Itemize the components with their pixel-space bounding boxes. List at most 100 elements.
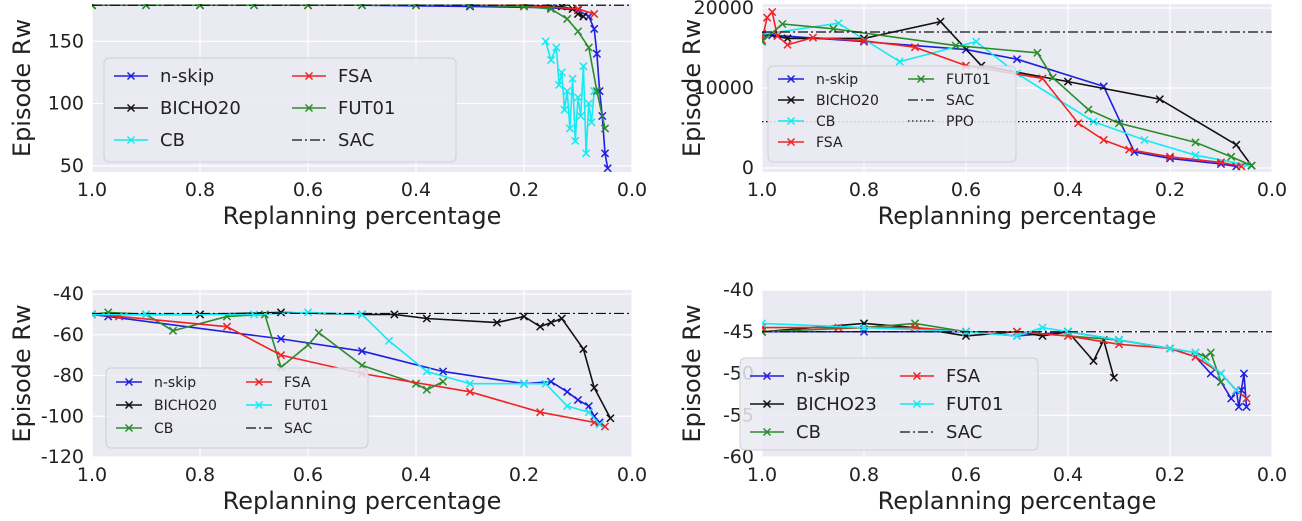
x-tick-label: 0.4: [401, 464, 431, 486]
data-point-marker: [222, 322, 232, 331]
data-point-marker: [590, 9, 599, 19]
legend-box: [739, 357, 1039, 451]
data-point-marker: [762, 319, 767, 328]
data-point-marker: [438, 367, 448, 376]
legend-label: CB: [160, 130, 185, 151]
data-point-marker: [859, 36, 869, 45]
data-point-marker: [579, 12, 588, 21]
data-point-marker: [92, 4, 97, 10]
data-point-marker: [584, 99, 593, 108]
legend-label: BICHO20: [816, 93, 879, 109]
data-point-marker: [1191, 138, 1200, 147]
series-group: [92, 4, 632, 172]
data-point-marker: [573, 27, 583, 36]
data-point-marker: [762, 35, 767, 45]
legend-label: FUT01: [946, 394, 1003, 415]
legend-marker: [786, 137, 796, 147]
data-point-marker: [422, 385, 431, 394]
series-line-fsa: [762, 10, 1242, 168]
data-point-marker: [1099, 135, 1108, 145]
data-point-marker: [1084, 105, 1093, 114]
data-point-marker: [1125, 145, 1134, 154]
x-tick-label: 0.8: [185, 464, 215, 486]
data-point-marker: [1242, 402, 1251, 412]
legend-marker: [126, 71, 136, 81]
data-point-marker: [576, 111, 585, 121]
legend-label: SAC: [946, 422, 982, 443]
data-point-marker: [936, 17, 945, 26]
x-tick-label: 1.0: [77, 179, 107, 201]
y-tick-label: -45: [723, 321, 754, 343]
series-group: [762, 319, 1272, 412]
legend-marker: [126, 135, 136, 145]
legend-marker: [786, 74, 796, 84]
data-point-marker: [563, 14, 572, 24]
x-tick-label: 0.0: [1257, 464, 1287, 486]
legend-label: BICHO23: [796, 394, 877, 415]
legend-label: n-skip: [816, 72, 858, 88]
legend-label: PPO: [946, 114, 974, 130]
data-point-marker: [1155, 95, 1164, 104]
data-point-marker: [303, 340, 313, 350]
data-point-marker: [859, 323, 869, 332]
data-point-marker: [465, 387, 475, 396]
x-axis-label: Replanning percentage: [878, 202, 1157, 230]
data-point-marker: [1234, 402, 1243, 412]
data-point-marker: [168, 326, 178, 335]
legend-label: FSA: [946, 366, 981, 387]
legend-label: SAC: [946, 93, 974, 109]
data-point-marker: [573, 93, 583, 102]
data-point-marker: [895, 57, 904, 66]
data-point-marker: [1216, 377, 1226, 386]
data-point-marker: [768, 7, 777, 17]
data-point-marker: [1242, 394, 1251, 403]
legend-marker: [762, 399, 772, 409]
data-point-marker: [1063, 77, 1073, 86]
data-point-marker: [519, 4, 529, 11]
legend-marker: [254, 400, 264, 410]
data-point-marker: [141, 310, 151, 319]
data-point-marker: [536, 408, 545, 417]
x-tick-label: 0.2: [1155, 179, 1185, 201]
data-point-marker: [1232, 386, 1241, 395]
data-point-marker: [600, 422, 610, 431]
legend-label: FUT01: [284, 398, 329, 414]
data-point-marker: [557, 4, 566, 11]
data-point-marker: [422, 367, 431, 376]
data-point-marker: [465, 4, 475, 11]
data-point-marker: [778, 19, 787, 29]
legend-label: FSA: [284, 375, 311, 391]
data-point-marker: [1191, 348, 1200, 357]
legend-marker: [124, 377, 134, 387]
legend-marker: [786, 95, 796, 105]
y-tick-label: 150: [48, 30, 84, 52]
data-point-marker: [1216, 369, 1226, 378]
data-point-marker: [1074, 119, 1083, 128]
data-point-marker: [584, 43, 593, 52]
legend: n-skip FSA BICHO23 FUT01 CB SAC: [739, 357, 1039, 451]
data-point-marker: [541, 37, 550, 46]
data-point-marker: [519, 379, 529, 388]
legend-label: n-skip: [796, 366, 850, 387]
legend-marker: [762, 427, 772, 437]
data-point-marker: [546, 318, 556, 327]
data-point-marker: [606, 414, 615, 423]
chart-panel-2: 1.0 0.8 0.6 0.4 0.2 0.0 0 10000 20000 Replanning …: [678, 0, 1287, 230]
data-point-marker: [590, 24, 599, 34]
data-point-marker: [762, 37, 767, 46]
data-point-marker: [465, 379, 475, 388]
y-tick-label: -40: [723, 279, 754, 301]
legend-label: BICHO20: [160, 98, 241, 119]
data-point-marker: [557, 314, 566, 323]
series-group: [762, 7, 1272, 171]
data-point-marker: [563, 387, 572, 396]
legend-label: CB: [816, 114, 835, 130]
legend: n-skip FSA BICHO20 FUT01 CB SAC: [105, 367, 369, 449]
y-tick-label: -60: [53, 324, 84, 346]
data-point-marker: [565, 124, 575, 133]
x-axis-label: Replanning percentage: [223, 487, 502, 515]
data-point-marker: [384, 336, 394, 346]
data-point-marker: [595, 420, 604, 429]
data-point-marker: [600, 149, 610, 158]
data-point-marker: [584, 408, 593, 417]
